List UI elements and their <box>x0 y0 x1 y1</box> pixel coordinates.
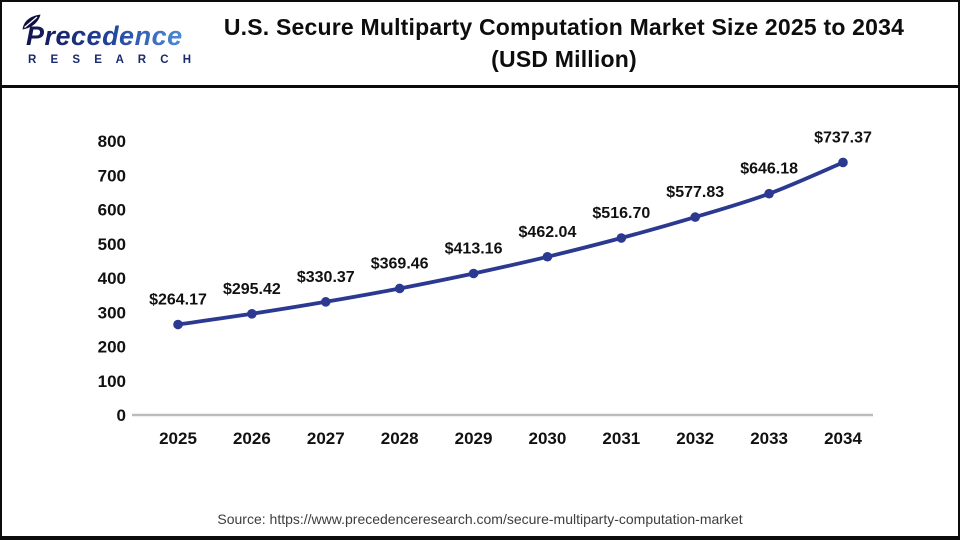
data-point-label: $369.46 <box>371 255 429 272</box>
brand-logo: Precedence R E S E A R C H <box>2 14 210 66</box>
y-axis-tick-label: 700 <box>98 166 126 185</box>
x-axis-tick-label: 2032 <box>676 429 714 448</box>
data-point-label: $295.42 <box>223 281 281 298</box>
brand-name: Precedence <box>26 21 183 51</box>
data-point-label: $646.18 <box>740 161 798 178</box>
y-axis-tick-label: 100 <box>98 372 126 391</box>
data-point <box>173 319 183 330</box>
data-point-label: $577.83 <box>666 184 724 201</box>
data-point <box>394 283 405 294</box>
chart-title: U.S. Secure Multiparty Computation Marke… <box>210 12 958 74</box>
brand-row: Precedence <box>22 14 210 52</box>
data-point-label: $264.17 <box>149 292 207 309</box>
series-line <box>176 160 845 327</box>
line-chart: 0 100 200 300 400 500 600 700 800 2025 2026 2027 202… <box>98 129 873 448</box>
x-axis-tick-label: 2031 <box>602 429 640 448</box>
x-axis-tick-label: 2030 <box>529 429 567 448</box>
y-axis-tick-label: 0 <box>117 406 126 425</box>
source-text: Source: https://www.precedenceresearch.c… <box>217 511 743 527</box>
x-axis-tick-label: 2028 <box>381 429 419 448</box>
data-point <box>616 233 627 243</box>
chart-title-line1: U.S. Secure Multiparty Computation Marke… <box>223 14 905 41</box>
chart-title-line2: (USD Million) <box>491 45 637 72</box>
x-axis-tick-label: 2029 <box>455 429 493 448</box>
data-point <box>542 251 553 262</box>
data-point <box>320 297 331 307</box>
data-point-label: $330.37 <box>297 269 355 286</box>
leaf-icon <box>22 14 41 30</box>
y-axis-tick-label: 300 <box>98 303 126 322</box>
header: Precedence R E S E A R C H U.S. Secure M… <box>2 2 958 88</box>
data-point <box>690 212 701 222</box>
data-point <box>247 309 257 319</box>
data-point <box>764 188 774 199</box>
brand-subtitle: R E S E A R C H <box>28 54 197 66</box>
x-axis-tick-label: 2034 <box>824 429 862 448</box>
x-axis-tick-label: 2025 <box>159 429 197 448</box>
data-point-label: $413.16 <box>445 240 503 257</box>
x-axis-tick-label: 2027 <box>307 429 345 448</box>
data-point <box>838 157 848 168</box>
y-axis-tick-label: 600 <box>98 201 126 220</box>
y-axis-tick-label: 200 <box>98 338 126 357</box>
data-point-label: $462.04 <box>519 224 577 241</box>
chart-area: 0 100 200 300 400 500 600 700 800 2025 2026 2027 202… <box>2 88 958 500</box>
data-point-label: $737.37 <box>814 129 872 146</box>
data-point-label: $516.70 <box>592 205 650 222</box>
x-axis-tick-label: 2026 <box>233 429 271 448</box>
data-point <box>468 268 479 279</box>
x-axis-tick-label: 2033 <box>750 429 788 448</box>
y-axis-tick-label: 800 <box>98 132 126 151</box>
y-axis-tick-label: 500 <box>98 235 126 254</box>
y-axis-tick-label: 400 <box>98 269 126 288</box>
